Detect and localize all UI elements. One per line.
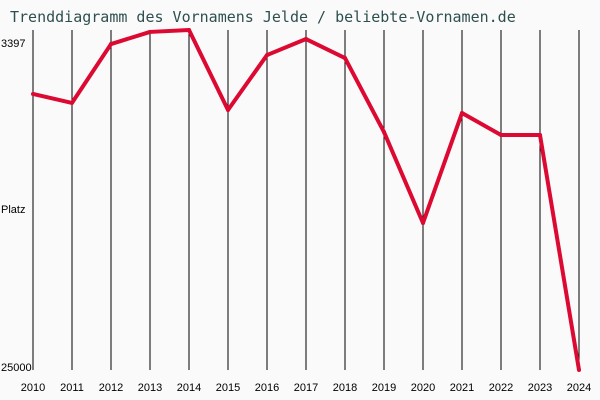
grid [32,30,580,370]
data-point-2013 [148,29,152,34]
data-point-2018 [343,56,347,61]
x-tick-2020: 2020 [411,382,435,394]
chart-title: Trenddiagramm des Vornamens Jelde / beli… [10,8,516,26]
data-point-2023 [538,133,542,138]
data-point-2022 [499,133,503,138]
x-tick-2019: 2019 [372,382,396,394]
x-tick-2014: 2014 [177,382,201,394]
x-tick-labels: 2010 2011 2012 2013 2014 2015 2016 2017 2018 2019… [21,382,591,394]
x-tick-2012: 2012 [99,382,123,394]
y-axis-label: Platz [1,204,25,216]
data-point-2021 [460,110,464,115]
x-tick-2011: 2011 [60,382,84,394]
x-tick-2024: 2024 [567,382,591,394]
x-tick-2021: 2021 [450,382,474,394]
data-point-2019 [382,130,386,135]
data-point-2011 [70,100,74,105]
data-point-2024 [577,368,581,372]
x-tick-2015: 2015 [216,382,240,394]
x-tick-2022: 2022 [489,382,513,394]
x-tick-2023: 2023 [528,382,552,394]
data-point-2020 [421,221,425,226]
x-tick-2013: 2013 [138,382,162,394]
x-tick-2018: 2018 [333,382,357,394]
data-point-2017 [304,37,308,42]
data-point-2016 [265,53,269,58]
x-tick-2017: 2017 [294,382,318,394]
data-points [31,28,581,372]
data-point-2012 [109,42,113,47]
y-tick-top: 3397 [1,38,25,50]
data-point-2015 [226,107,230,112]
x-tick-2016: 2016 [255,382,279,394]
data-point-2014 [187,28,191,32]
x-tick-2010: 2010 [21,382,45,394]
data-point-2010 [31,91,35,96]
y-tick-bottom: 25000 [1,362,32,374]
